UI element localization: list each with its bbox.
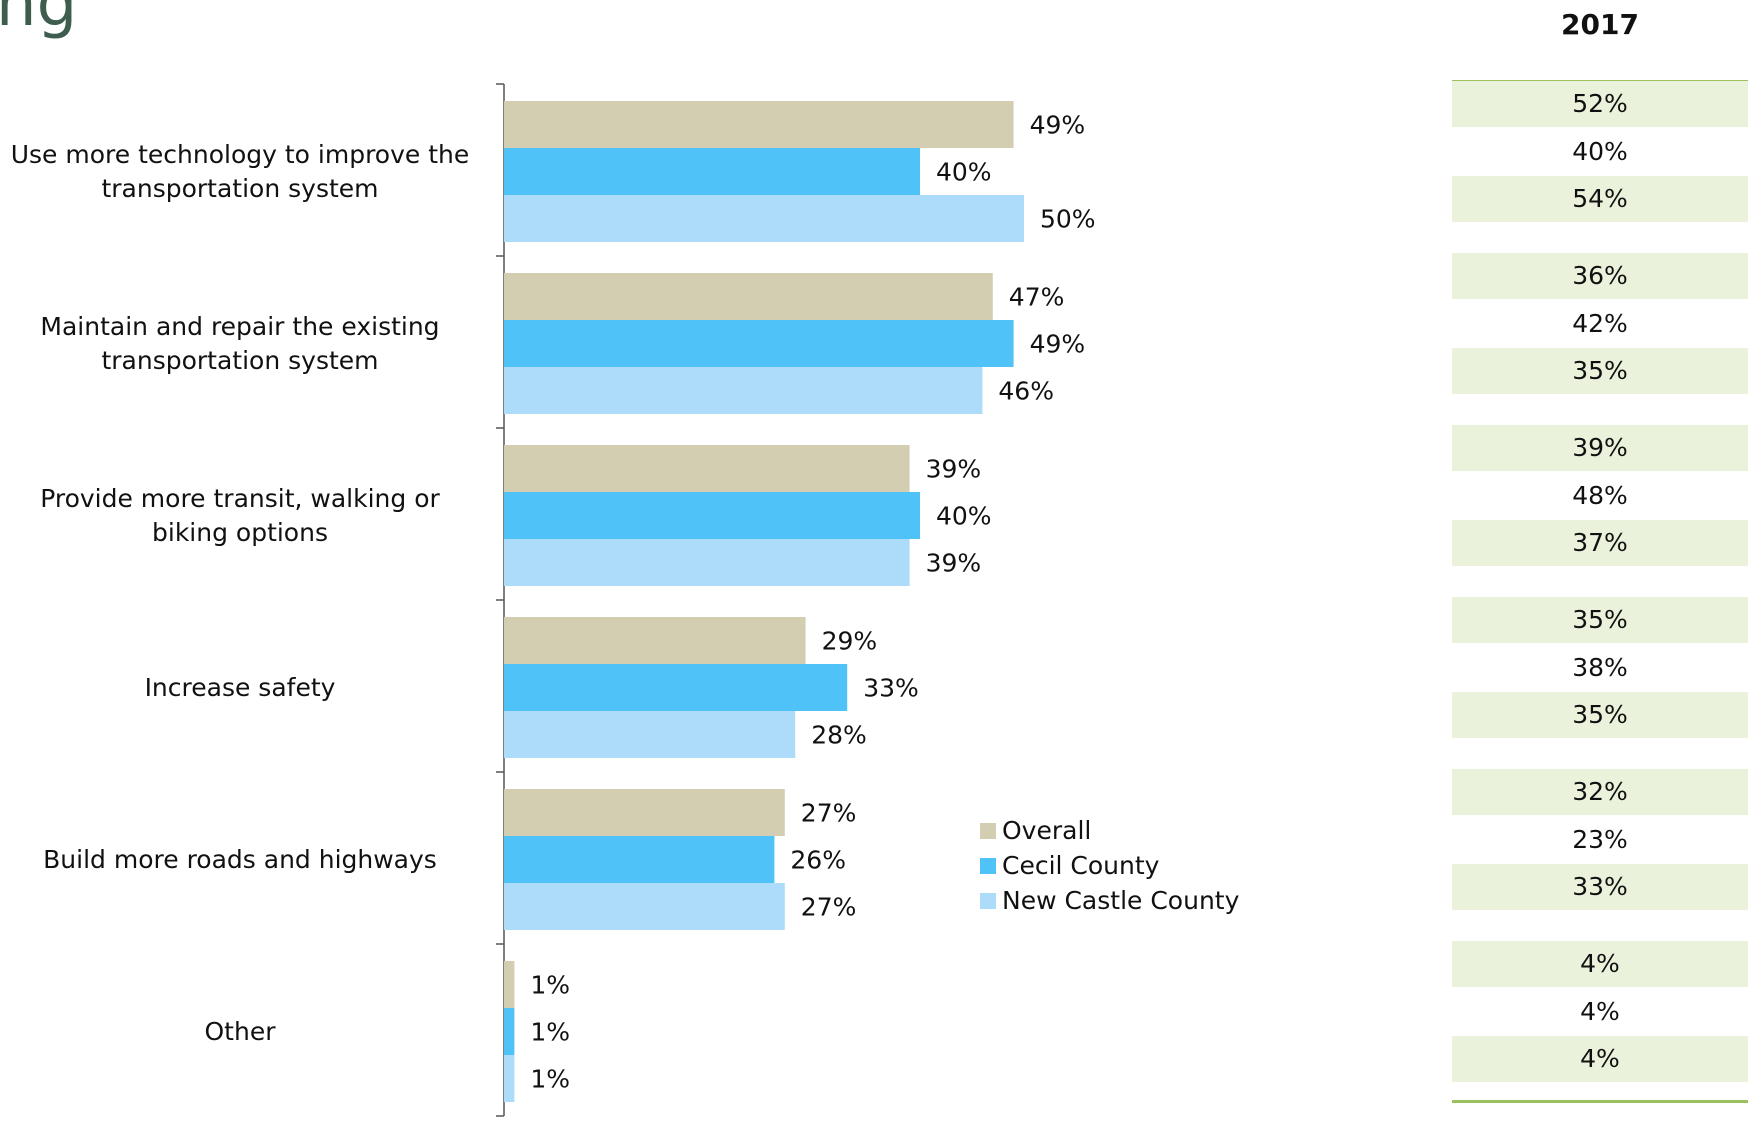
legend-item: New Castle County: [980, 883, 1239, 918]
bar-overall: [504, 617, 806, 664]
side-table-cell: 35%: [1452, 348, 1748, 394]
legend-label: Cecil County: [1002, 851, 1160, 880]
bar-value-label: 39%: [926, 549, 982, 578]
bar-cecil-county: [504, 836, 775, 883]
bar-value-label: 40%: [936, 158, 992, 187]
bar-cecil-county: [504, 148, 920, 195]
bar-new-castle-county: [504, 367, 983, 414]
side-table-header: 2017: [1561, 8, 1639, 41]
side-table-cell: 4%: [1452, 941, 1748, 987]
side-table-cell: 52%: [1452, 81, 1748, 127]
bar-cecil-county: [504, 1008, 515, 1055]
legend-item: Overall: [980, 813, 1239, 848]
side-table-cell: 39%: [1452, 425, 1748, 471]
bar-value-label: 29%: [822, 627, 878, 656]
side-table-cell: 37%: [1452, 520, 1748, 566]
bar-value-label: 46%: [998, 377, 1054, 406]
legend-label: Overall: [1002, 816, 1092, 845]
bar-value-label: 49%: [1030, 330, 1086, 359]
side-table-cell: 4%: [1452, 1036, 1748, 1082]
bar-value-label: 40%: [936, 502, 992, 531]
legend-swatch: [980, 822, 996, 839]
bar-new-castle-county: [504, 883, 785, 930]
bar-overall: [504, 789, 785, 836]
bar-value-label: 1%: [530, 1065, 570, 1094]
bar-cecil-county: [504, 320, 1014, 367]
side-table-cell: 35%: [1452, 692, 1748, 738]
bar-cecil-county: [504, 664, 848, 711]
side-table-cell: 36%: [1452, 253, 1748, 299]
category-label: Use more technology to improve the trans…: [10, 139, 470, 203]
bar-overall: [504, 961, 515, 1008]
side-table-cell: 40%: [1572, 136, 1628, 166]
side-table-cell: 32%: [1452, 769, 1748, 815]
side-table-cell: 33%: [1452, 864, 1748, 910]
category-label: Build more roads and highways: [43, 844, 437, 874]
bar-cecil-county: [504, 492, 920, 539]
bar-value-label: 28%: [811, 721, 867, 750]
side-table-cell: 23%: [1572, 824, 1628, 854]
bar-value-label: 27%: [801, 893, 857, 922]
bar-new-castle-county: [504, 711, 796, 758]
bar-value-label: 26%: [790, 846, 846, 875]
legend-swatch: [980, 892, 996, 909]
side-table-cell: 35%: [1452, 597, 1748, 643]
bar-overall: [504, 101, 1014, 148]
bar-new-castle-county: [504, 1055, 515, 1102]
bar-value-label: 49%: [1030, 111, 1086, 140]
chart-legend: Overall Cecil County New Castle County: [980, 813, 1239, 918]
bar-value-label: 33%: [863, 674, 919, 703]
bar-value-label: 1%: [530, 1018, 570, 1047]
legend-swatch: [980, 857, 996, 874]
bar-value-label: 39%: [926, 455, 982, 484]
side-table-cell: 54%: [1452, 176, 1748, 222]
bar-overall: [504, 445, 910, 492]
bar-chart: 49% 40% 50% 47% 49% 46% 39% 40% 39% 29% 33% 28% 27% 2…: [496, 83, 1096, 1117]
category-label: Maintain and repair the existing transpo…: [40, 311, 440, 375]
side-table-bottom-rule: [1452, 1100, 1748, 1103]
category-label: Increase safety: [144, 672, 336, 702]
category-label: Provide more transit, walking or biking …: [40, 483, 440, 547]
bar-new-castle-county: [504, 195, 1024, 242]
bar-overall: [504, 273, 993, 320]
side-table-cell: 48%: [1572, 480, 1628, 510]
bar-value-label: 50%: [1040, 205, 1096, 234]
legend-label: New Castle County: [1002, 886, 1240, 915]
slide-title: ng: [0, 0, 78, 41]
side-table-cell: 4%: [1580, 996, 1620, 1026]
bar-value-label: 27%: [801, 799, 857, 828]
category-label: Other: [204, 1016, 276, 1046]
bar-value-label: 1%: [530, 971, 570, 1000]
side-table-cell: 38%: [1572, 652, 1628, 682]
bar-new-castle-county: [504, 539, 910, 586]
side-table-cell: 42%: [1572, 308, 1628, 338]
legend-item: Cecil County: [980, 848, 1239, 883]
bar-value-label: 47%: [1009, 283, 1065, 312]
